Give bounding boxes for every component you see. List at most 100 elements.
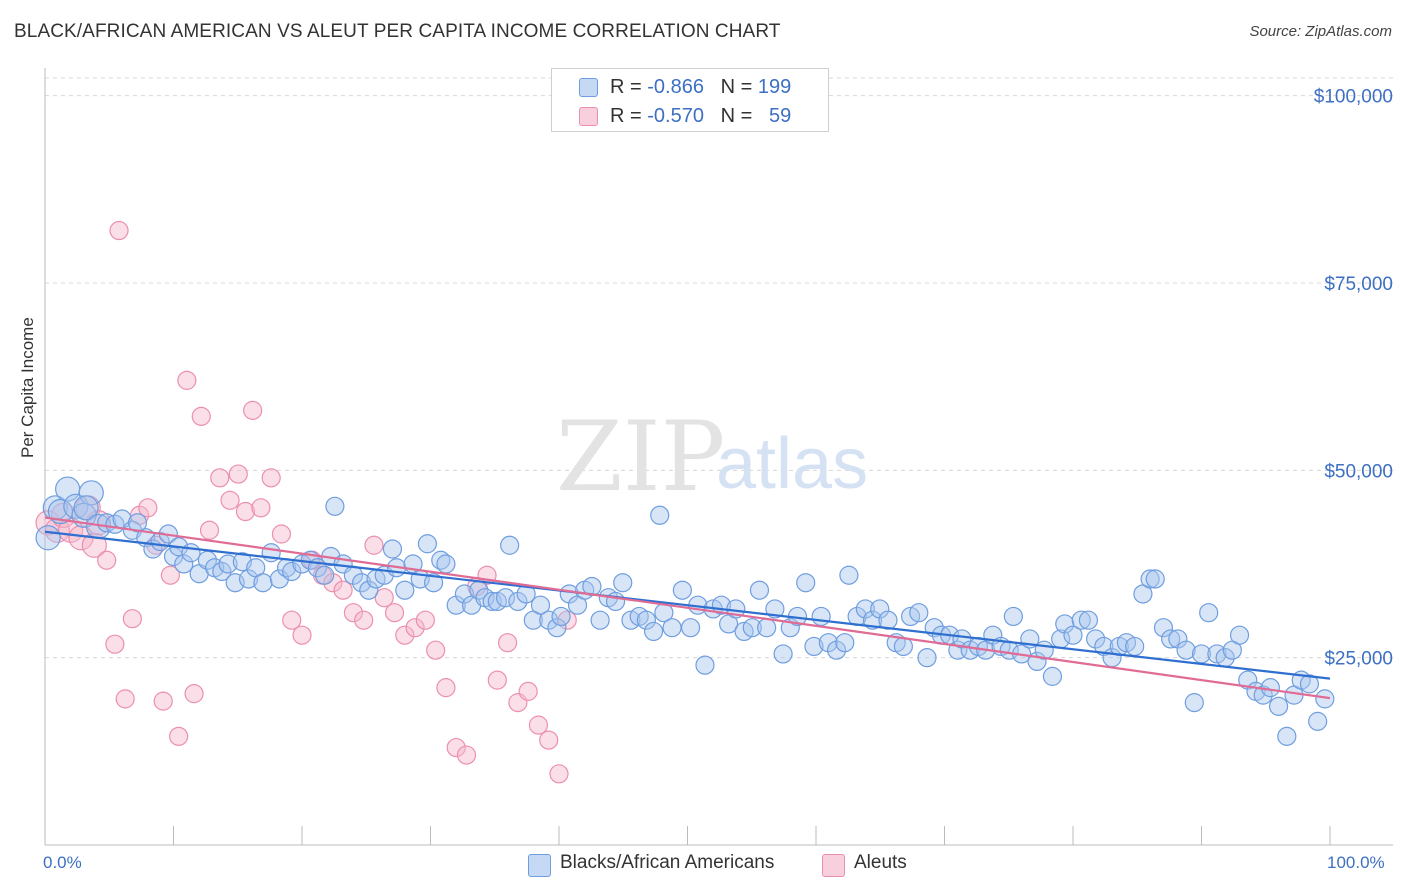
- aleuts-point: [426, 640, 446, 660]
- aleuts-point: [549, 764, 569, 784]
- pink-legend-swatch: [822, 854, 845, 877]
- legend-label-blacks: Blacks/African Americans: [560, 852, 775, 873]
- blacks-point: [417, 534, 438, 554]
- blacks-point: [325, 496, 345, 516]
- y-axis-label: Per Capita Income: [18, 317, 37, 458]
- blacks-point: [127, 513, 148, 533]
- chart-title: BLACK/AFRICAN AMERICAN VS ALEUT PER CAPI…: [14, 21, 781, 42]
- n-value-blacks: 199: [757, 75, 792, 98]
- blacks-point: [839, 565, 859, 585]
- blacks-points: [35, 476, 1335, 746]
- legend-label-aleuts: Aleuts: [854, 852, 907, 873]
- r-value-blacks: -0.866: [647, 75, 704, 98]
- blacks-point: [547, 618, 567, 638]
- blacks-point: [590, 610, 610, 630]
- blacks-point: [650, 505, 670, 525]
- blacks-point: [680, 618, 701, 638]
- aleuts-point: [487, 670, 507, 690]
- aleuts-point: [199, 520, 220, 540]
- blacks-point: [269, 569, 289, 589]
- aleuts-point: [539, 730, 559, 750]
- pink-swatch: [579, 106, 598, 126]
- aleuts-point: [169, 726, 189, 746]
- blacks-point: [359, 580, 379, 600]
- blacks-point: [530, 595, 551, 615]
- y-tick-label: $25,000: [1324, 649, 1393, 670]
- axes: [44, 68, 1393, 846]
- blacks-point: [855, 599, 875, 619]
- blacks-point: [757, 618, 777, 638]
- watermark: ZIP atlas: [556, 401, 868, 513]
- blacks-point: [78, 480, 104, 506]
- blacks-point: [382, 539, 403, 559]
- blacks-point: [1229, 625, 1250, 645]
- aleuts-point: [160, 565, 181, 585]
- blacks-point: [1161, 629, 1181, 649]
- aleuts-point: [323, 573, 343, 593]
- blacks-point: [212, 561, 232, 582]
- source-label: Source: ZipAtlas.com: [1249, 23, 1392, 40]
- blacks-point: [238, 569, 259, 589]
- blacks-point: [253, 573, 273, 593]
- blacks-point: [1315, 689, 1335, 709]
- aleuts-point: [343, 603, 363, 623]
- blacks-point: [909, 603, 929, 623]
- y-tick-labels: $25,000 $50,000 $75,000 $100,000: [1314, 87, 1393, 670]
- aleuts-point: [177, 370, 197, 390]
- blacks-point: [1078, 610, 1099, 630]
- blacks-point: [1145, 569, 1165, 589]
- blacks-point: [818, 633, 838, 653]
- aleuts-point: [184, 684, 204, 704]
- r-label: R =: [610, 75, 648, 98]
- y-tick-label: $50,000: [1324, 461, 1393, 482]
- blacks-point: [1071, 610, 1091, 630]
- y-tick-label: $100,000: [1314, 87, 1393, 108]
- r-label: R =: [610, 104, 648, 127]
- blacks-point: [862, 610, 883, 630]
- aleuts-point: [138, 498, 158, 518]
- blacks-point: [352, 573, 372, 593]
- aleuts-trend-line: [44, 516, 1331, 700]
- aleuts-point: [235, 501, 256, 522]
- blacks-point: [495, 588, 516, 608]
- blacks-point: [1253, 685, 1273, 705]
- blacks-point: [1140, 569, 1160, 589]
- blacks-point: [1299, 674, 1320, 694]
- blacks-point: [423, 573, 444, 593]
- blacks-point: [1063, 625, 1083, 645]
- aleuts-point: [210, 468, 230, 488]
- blacks-point: [742, 618, 762, 638]
- blacks-point: [1277, 726, 1297, 746]
- x-tick-min: 0.0%: [43, 853, 82, 872]
- aleuts-point: [415, 610, 435, 630]
- aleuts-point: [228, 464, 248, 484]
- aleuts-point: [446, 737, 466, 758]
- blacks-point: [749, 580, 770, 600]
- blacks-point: [454, 584, 475, 604]
- watermark-zip: ZIP: [556, 401, 725, 513]
- blacks-point: [804, 636, 824, 657]
- aleuts-point: [282, 610, 302, 630]
- trend-lines: [44, 516, 1331, 700]
- aleuts-point: [518, 681, 538, 701]
- blacks-point: [1268, 696, 1289, 716]
- aleuts-point: [384, 603, 405, 623]
- blacks-point: [835, 633, 855, 653]
- blacks-point: [508, 591, 528, 612]
- blacks-point: [1199, 603, 1219, 623]
- blacks-point: [218, 554, 238, 574]
- r-value-aleuts: -0.570: [647, 104, 704, 127]
- blacks-point: [282, 561, 302, 582]
- blacks-point: [174, 554, 194, 574]
- x-tick-max: 100.0%: [1327, 853, 1385, 872]
- aleuts-points: [35, 220, 577, 784]
- aleuts-point: [456, 745, 477, 765]
- blacks-point: [672, 580, 692, 600]
- blacks-point: [73, 495, 99, 521]
- blacks-point: [1125, 636, 1145, 657]
- aleuts-point: [122, 609, 142, 629]
- aleuts-point: [105, 634, 125, 654]
- blacks-point: [1308, 711, 1328, 731]
- aleuts-point: [498, 633, 518, 653]
